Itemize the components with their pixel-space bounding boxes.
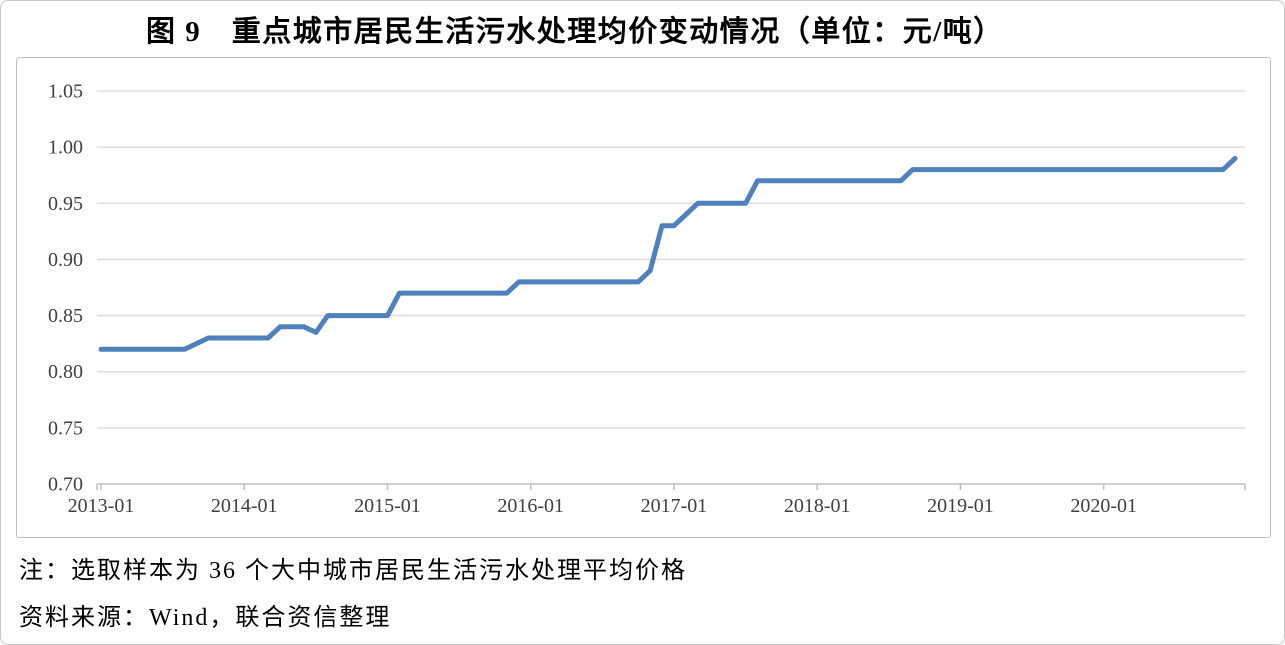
x-tick-label: 2016-01 bbox=[497, 495, 564, 517]
y-tick-label: 0.70 bbox=[48, 474, 83, 496]
x-tick-label: 2013-01 bbox=[68, 495, 135, 517]
figure-note: 注：选取样本为 36 个大中城市居民生活污水处理平均价格 bbox=[19, 558, 687, 584]
x-tick-label: 2019-01 bbox=[927, 495, 994, 517]
x-tick-label: 2014-01 bbox=[211, 495, 278, 517]
y-tick-label: 0.80 bbox=[48, 361, 83, 383]
x-tick-label: 2020-01 bbox=[1070, 495, 1137, 517]
figure-title: 图 9 重点城市居民生活污水处理均价变动情况（单位：元/吨） bbox=[146, 16, 1004, 48]
y-tick-label: 0.95 bbox=[48, 193, 83, 215]
figure-source: 资料来源：Wind，联合资信整理 bbox=[19, 605, 392, 631]
line-chart: 0.70 0.75 0.80 0.85 0.90 0.95 1.00 1.05 2013-01 2… bbox=[48, 81, 1246, 517]
y-tick-label: 1.00 bbox=[48, 137, 83, 159]
y-tick-label: 0.75 bbox=[48, 417, 83, 439]
y-tick-label: 0.85 bbox=[48, 305, 83, 327]
x-tick-label: 2017-01 bbox=[641, 495, 708, 517]
y-tick-label: 1.05 bbox=[48, 81, 83, 103]
x-tick-label: 2015-01 bbox=[354, 495, 421, 517]
price-line bbox=[98, 155, 1238, 352]
x-tick-label: 2018-01 bbox=[784, 495, 851, 517]
chart-container: 0.70 0.75 0.80 0.85 0.90 0.95 1.00 1.05 2013-01 2… bbox=[16, 57, 1271, 538]
y-tick-label: 0.90 bbox=[48, 249, 83, 271]
